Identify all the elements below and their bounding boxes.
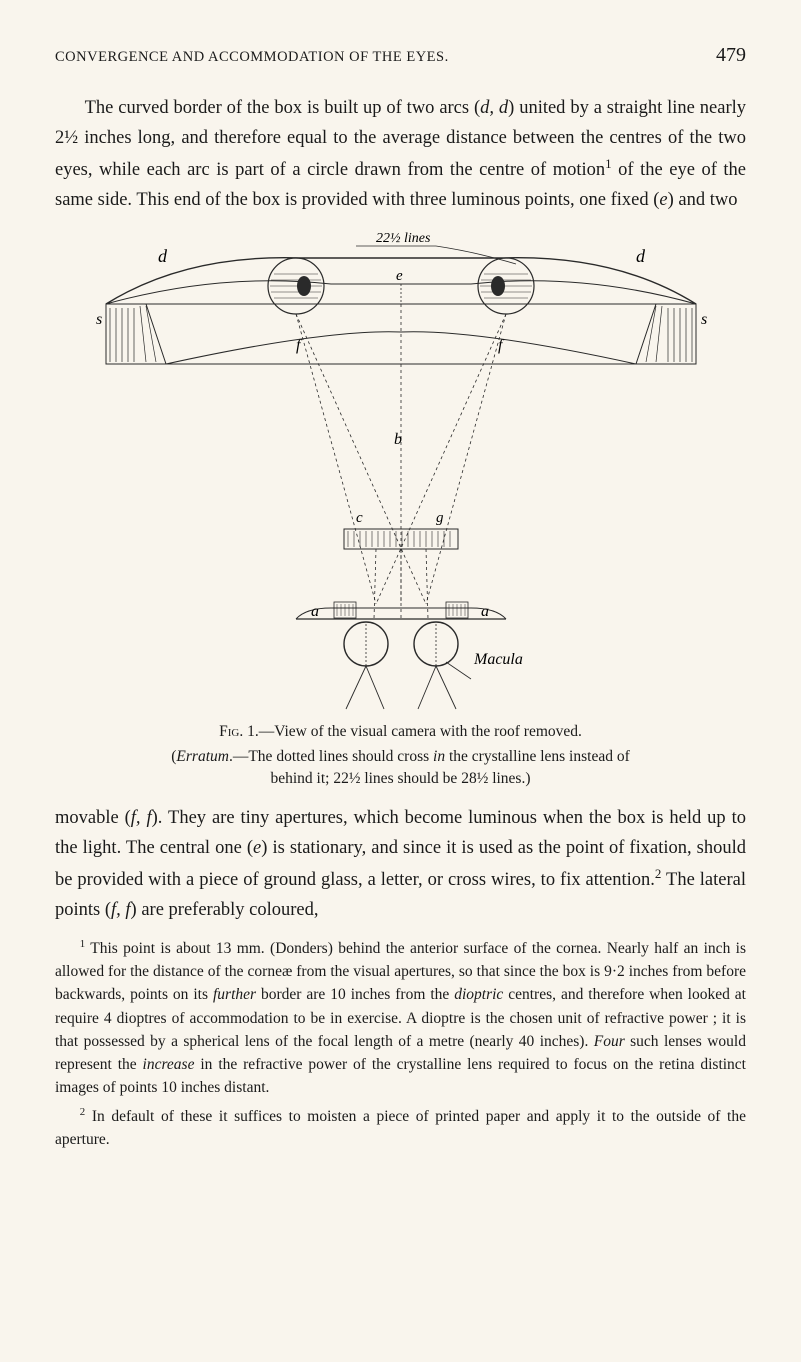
right-eye	[478, 258, 534, 314]
footnote-1: 1 This point is about 13 mm. (Donders) b…	[55, 936, 746, 1100]
figure-erratum: (Erratum.—The dotted lines should cross …	[55, 746, 746, 789]
right-wedge	[636, 304, 696, 364]
paragraph-2: movable (f, f). They are tiny apertures,…	[55, 804, 746, 926]
g-label: g	[436, 510, 444, 526]
macula-label: Macula	[473, 651, 523, 668]
running-title: CONVERGENCE AND ACCOMMODATION OF THE EYE…	[55, 47, 449, 69]
figure-caption: Fig. 1.—View of the visual camera with t…	[55, 720, 746, 743]
page-number: 479	[716, 40, 746, 70]
top-label: 22½ lines	[376, 231, 431, 246]
a-right: a	[481, 603, 489, 620]
figure-block: 22½ lines d d s	[55, 224, 746, 790]
f-left: f	[296, 337, 303, 354]
d-right: d	[636, 246, 646, 266]
paragraph-1: The curved border of the box is built up…	[55, 94, 746, 216]
running-head: CONVERGENCE AND ACCOMMODATION OF THE EYE…	[55, 40, 746, 70]
a-left: a	[311, 603, 319, 620]
left-eye	[268, 258, 324, 314]
s-right: s	[701, 311, 707, 328]
left-wedge	[106, 304, 166, 364]
footnotes: 1 This point is about 13 mm. (Donders) b…	[55, 936, 746, 1152]
b-label: b	[394, 431, 402, 448]
figure-svg: 22½ lines d d s	[76, 224, 726, 714]
c-label: c	[356, 510, 363, 526]
d-left: d	[158, 246, 168, 266]
footnote-2: 2 In default of these it suffices to moi…	[55, 1104, 746, 1152]
e-label: e	[396, 268, 403, 284]
s-left: s	[96, 311, 102, 328]
